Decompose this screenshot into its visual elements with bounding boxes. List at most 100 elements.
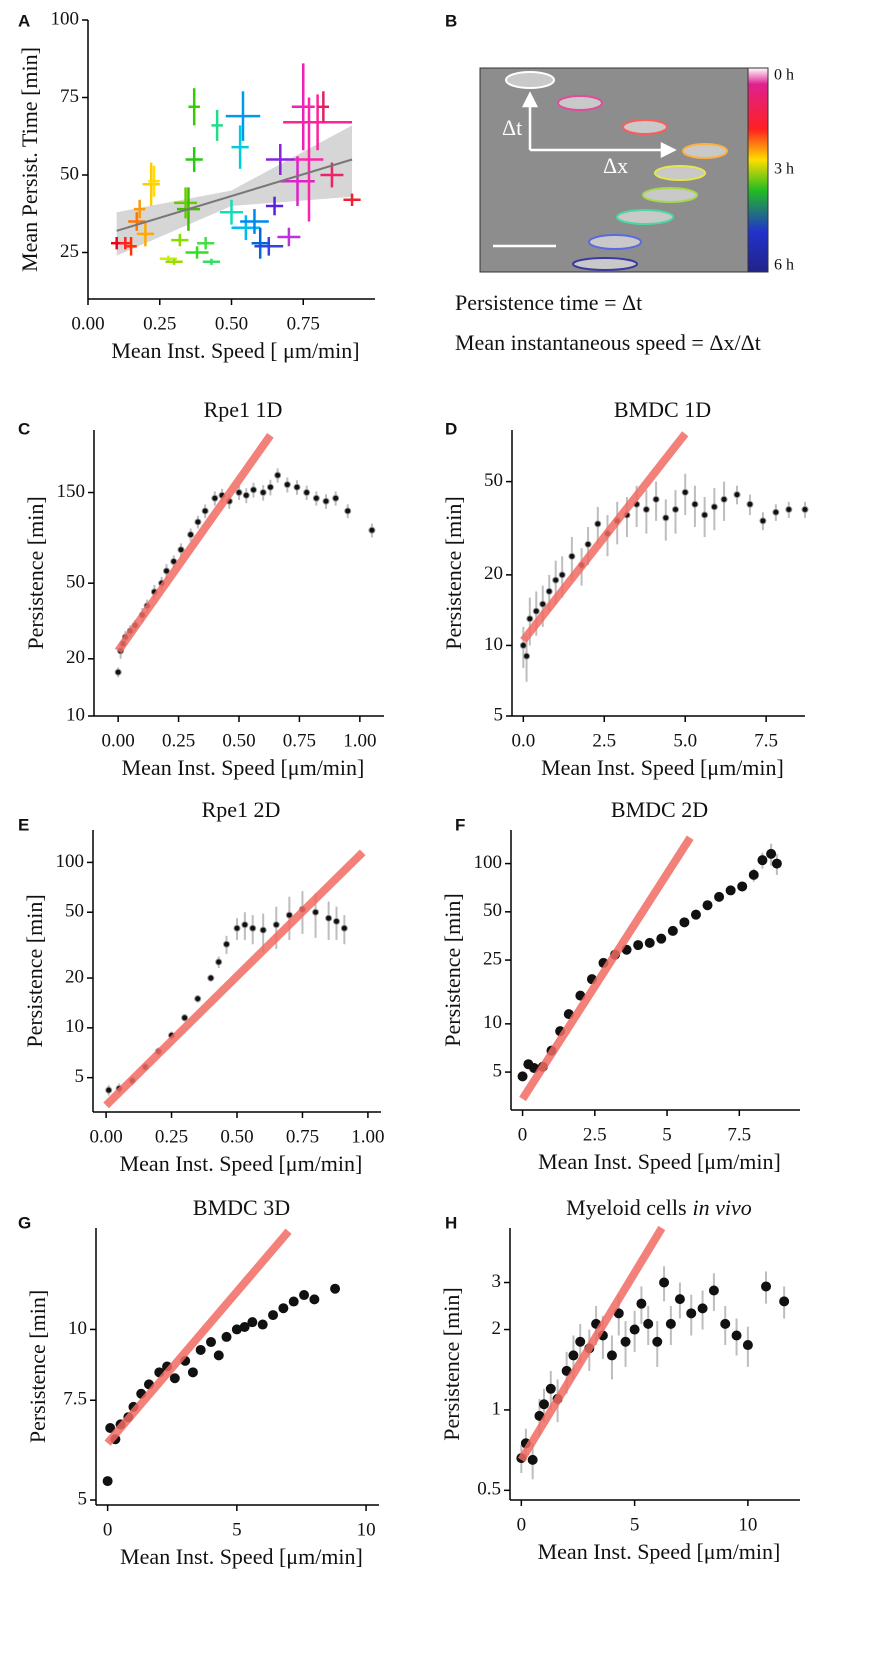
- point: [187, 531, 195, 539]
- y-axis-label: Persistence [min]: [439, 1287, 464, 1440]
- x-tick-label: 1.00: [351, 1126, 384, 1147]
- point: [309, 1294, 320, 1305]
- x-tick-label: 0.50: [222, 730, 255, 751]
- annotation: Δt: [502, 115, 522, 140]
- point: [558, 571, 566, 579]
- point: [201, 507, 209, 515]
- point: [642, 506, 650, 514]
- x-tick-label: 0.75: [286, 1126, 319, 1147]
- caption: Mean instantaneous speed = Δx/Δt: [455, 330, 761, 355]
- y-tick-label: 5: [494, 704, 504, 725]
- point: [652, 1336, 663, 1347]
- point: [671, 506, 679, 514]
- point: [527, 1454, 538, 1465]
- point: [629, 1324, 640, 1335]
- point: [344, 507, 352, 515]
- panel-label: A: [18, 11, 30, 30]
- cell: [642, 187, 698, 203]
- point: [575, 1336, 586, 1347]
- point: [194, 995, 202, 1003]
- x-tick-label: 0.50: [215, 313, 248, 334]
- point: [266, 483, 274, 491]
- fit-line: [517, 1225, 666, 1462]
- point: [552, 576, 560, 584]
- point: [708, 1285, 719, 1296]
- point: [340, 924, 348, 932]
- y-tick-label: 25: [483, 948, 502, 969]
- point: [748, 869, 759, 880]
- panel-b: [479, 67, 769, 273]
- y-tick-label: 150: [57, 481, 86, 502]
- y-tick-label: 100: [51, 8, 80, 29]
- title-part: in vivo: [693, 1195, 752, 1220]
- panel-label: F: [455, 815, 465, 834]
- y-axis-label: Persistence [min]: [22, 894, 47, 1047]
- point: [690, 909, 701, 920]
- x-axis-label: Mean Inst. Speed [μm/min]: [120, 1544, 363, 1569]
- point: [759, 517, 767, 525]
- panel-label: D: [445, 419, 457, 438]
- point: [242, 491, 250, 499]
- x-tick-label: 0: [518, 1124, 528, 1145]
- point: [517, 1071, 528, 1082]
- point: [194, 518, 202, 526]
- cell: [622, 119, 668, 135]
- point: [181, 1014, 189, 1022]
- chart-title: BMDC 1D: [614, 397, 711, 422]
- confidence-band: [116, 125, 353, 256]
- x-tick-label: 0.75: [283, 730, 316, 751]
- cells: [505, 71, 728, 271]
- arrows: [493, 91, 677, 248]
- point: [538, 1399, 549, 1410]
- point: [207, 974, 215, 982]
- y-tick-label: 20: [66, 647, 85, 668]
- x-tick-label: 5: [662, 1124, 672, 1145]
- point: [636, 1298, 647, 1309]
- cell: [572, 257, 638, 271]
- point: [714, 891, 725, 902]
- point: [213, 1350, 224, 1361]
- cell: [616, 209, 674, 225]
- point: [733, 491, 741, 499]
- y-tick-label: 50: [483, 900, 502, 921]
- point: [272, 921, 280, 929]
- point: [322, 497, 330, 505]
- x-axis-label: Mean Inst. Speed [μm/min]: [120, 1151, 363, 1176]
- fit-line: [116, 158, 353, 232]
- point: [643, 1318, 654, 1329]
- point: [545, 587, 553, 595]
- x-tick-label: 0.50: [220, 1126, 253, 1147]
- point: [105, 1422, 116, 1433]
- y-axis-label: Persistence [min]: [23, 496, 48, 649]
- x-axis-label: Mean Inst. Speed [μm/min]: [538, 1539, 781, 1564]
- point: [731, 1330, 742, 1341]
- y-tick-label: 10: [483, 1012, 502, 1033]
- point: [644, 937, 655, 948]
- x-tick-label: 0.25: [143, 313, 176, 334]
- point: [332, 917, 340, 925]
- point: [771, 858, 782, 869]
- fit-line: [519, 835, 694, 1102]
- point: [268, 1310, 279, 1321]
- point: [606, 1350, 617, 1361]
- y-tick-label: 10: [66, 704, 85, 725]
- y-tick-label: 2: [492, 1318, 502, 1339]
- point: [223, 940, 231, 948]
- point: [720, 495, 728, 503]
- panel-label: G: [18, 1213, 31, 1232]
- y-tick-label: 50: [65, 901, 84, 922]
- point: [662, 514, 670, 522]
- arrow-head: [660, 141, 677, 159]
- panel-label: E: [18, 815, 29, 834]
- point: [288, 1296, 299, 1307]
- point: [785, 506, 793, 514]
- point: [801, 506, 809, 514]
- point: [746, 500, 754, 508]
- x-axis-label: Mean Inst. Speed [μm/min]: [538, 1149, 781, 1174]
- x-tick-label: 0.25: [162, 730, 195, 751]
- point: [620, 1336, 631, 1347]
- point: [674, 1294, 685, 1305]
- point: [285, 911, 293, 919]
- point: [215, 958, 223, 966]
